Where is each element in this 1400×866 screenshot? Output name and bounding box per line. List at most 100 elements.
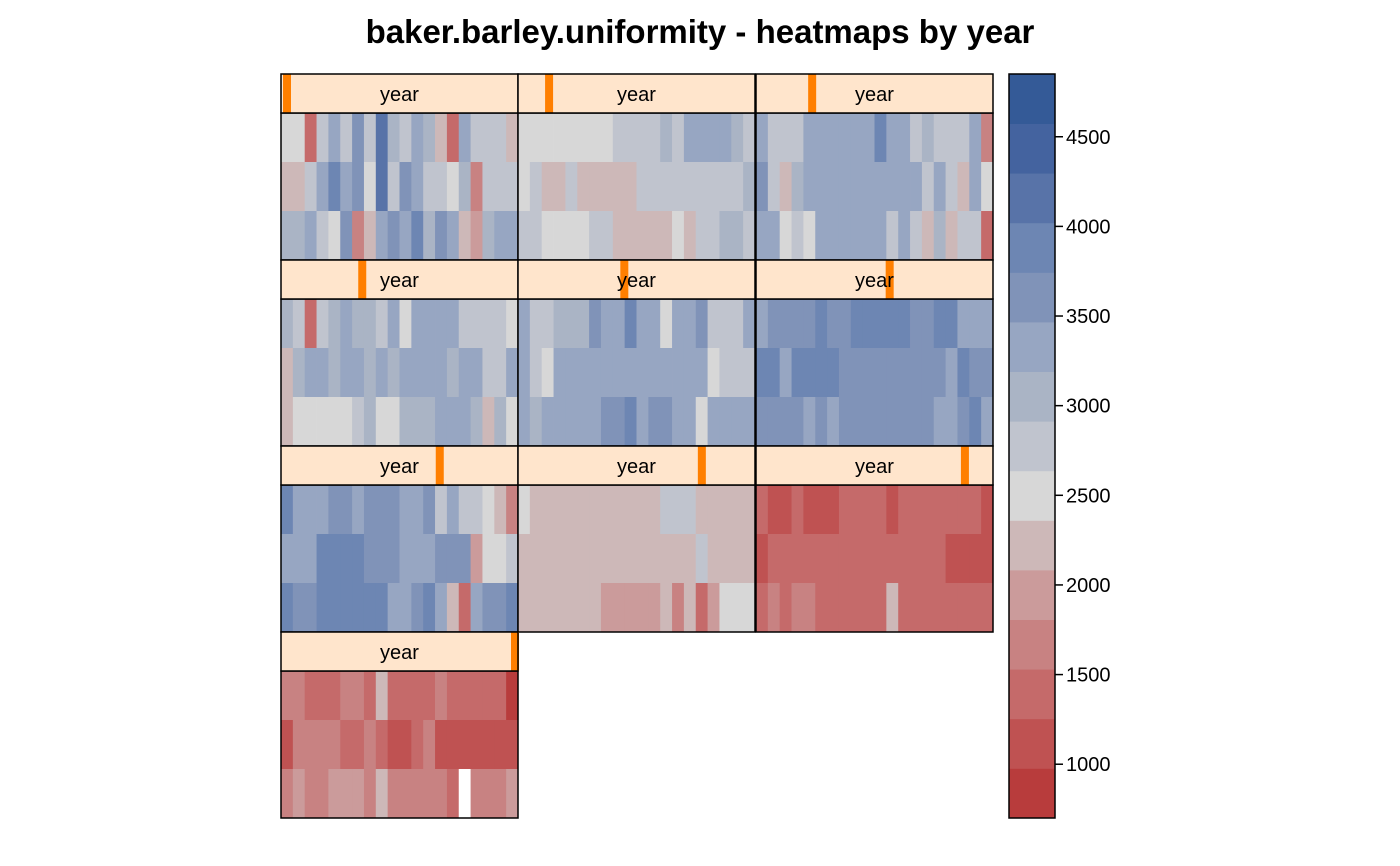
strip-level-marker (545, 74, 554, 113)
heatmap-cell (862, 348, 875, 398)
heatmap-cell (886, 397, 899, 447)
heatmap-cell (921, 162, 935, 212)
heatmap-cell (756, 583, 769, 633)
heatmap-cell (862, 534, 875, 584)
heatmap-cell (482, 211, 495, 261)
strip-label: year (380, 84, 419, 106)
heatmap-cell (648, 397, 661, 447)
heatmap-cell (458, 534, 471, 584)
heatmap-cell (767, 211, 781, 261)
heatmap-cell (446, 720, 460, 770)
heatmap-cell (435, 485, 448, 535)
colorbar-tick-label: 3500 (1066, 306, 1111, 328)
heatmap-cell (411, 348, 424, 398)
heatmap-cell (791, 397, 804, 447)
heatmap-cell (565, 583, 578, 633)
heatmap-cell (827, 113, 840, 163)
heatmap-cell (803, 162, 816, 212)
heatmap-cell (624, 211, 637, 261)
heatmap-cell (945, 583, 958, 633)
heatmap-cell (340, 162, 353, 212)
heatmap-cell (707, 113, 720, 163)
heatmap-cell (624, 485, 637, 535)
heatmap-cell (435, 211, 448, 261)
heatmap-cell (435, 397, 448, 447)
heatmap-cell (636, 113, 649, 163)
heatmap-cell (636, 534, 649, 584)
strip-background (281, 74, 518, 113)
heatmap-cell (518, 534, 531, 584)
heatmap-cell (565, 299, 578, 349)
heatmap-cell (707, 485, 720, 535)
heatmap-cell (399, 348, 412, 398)
heatmap-cell (648, 348, 661, 398)
heatmap-cell (494, 534, 507, 584)
heatmap-cell (660, 397, 673, 447)
heatmap-cell (316, 397, 329, 447)
heatmap-cell (577, 348, 590, 398)
colorbar-swatch (1009, 272, 1055, 323)
heatmap-cell (316, 348, 329, 398)
heatmap-cell (553, 211, 566, 261)
heatmap-cell (589, 162, 602, 212)
heatmap-cell (874, 113, 887, 163)
strip-background (518, 260, 755, 299)
heatmap-cell (292, 769, 306, 819)
heatmap-cell (719, 113, 732, 163)
heatmap-cell (375, 583, 389, 633)
heatmap-cell (506, 299, 519, 349)
heatmap-cell (423, 671, 436, 721)
heatmap-cell (921, 299, 935, 349)
heatmap-cell (910, 485, 923, 535)
heatmap-cell (363, 348, 377, 398)
heatmap-cell (304, 769, 317, 819)
heatmap-cell (850, 299, 864, 349)
heatmap-cell (399, 397, 412, 447)
heatmap-cell (910, 299, 923, 349)
heatmap-cell (683, 162, 697, 212)
heatmap-cell (482, 769, 495, 819)
heatmap-cell (292, 113, 306, 163)
heatmap-cell (399, 113, 412, 163)
colorbar-swatch (1009, 222, 1055, 273)
strip-label: year (380, 270, 419, 292)
heatmap-cell (281, 534, 294, 584)
heatmap-cell (458, 113, 471, 163)
heatmap-cell (969, 299, 982, 349)
heatmap-cell (981, 485, 994, 535)
heatmap-cell (827, 485, 840, 535)
heatmap-cell (589, 113, 602, 163)
heatmap-cell (363, 113, 377, 163)
heatmap-cell (529, 348, 543, 398)
heatmap-cell (743, 211, 756, 261)
heatmap-cell (375, 769, 389, 819)
heatmap-cell (340, 348, 353, 398)
heatmap-cell (577, 299, 590, 349)
heatmap-cell (506, 113, 519, 163)
heatmap-cell (981, 348, 994, 398)
heatmap-cell (969, 485, 982, 535)
heatmap-cell (886, 162, 899, 212)
heatmap-cell (707, 211, 720, 261)
heatmap-cell (375, 299, 389, 349)
heatmap-cell (589, 397, 602, 447)
heatmap-cell (518, 348, 531, 398)
heatmap-cell (838, 299, 852, 349)
heatmap-cell (886, 485, 899, 535)
heatmap-cell (387, 348, 400, 398)
heatmap-cell (529, 583, 543, 633)
heatmap-cell (387, 485, 400, 535)
heatmap-cell (304, 299, 317, 349)
heatmap-cell (683, 348, 697, 398)
heatmap-cell (636, 397, 649, 447)
heatmap-cell (850, 113, 864, 163)
heatmap-cell (529, 299, 543, 349)
heatmap-cell (660, 162, 673, 212)
colorbar-swatch (1009, 470, 1055, 521)
heatmap-cell (898, 113, 911, 163)
heatmap-cell (850, 534, 864, 584)
strip-label: year (380, 456, 419, 478)
heatmap-cell (612, 534, 626, 584)
heatmap-cell (506, 583, 519, 633)
heatmap-cell (850, 583, 864, 633)
